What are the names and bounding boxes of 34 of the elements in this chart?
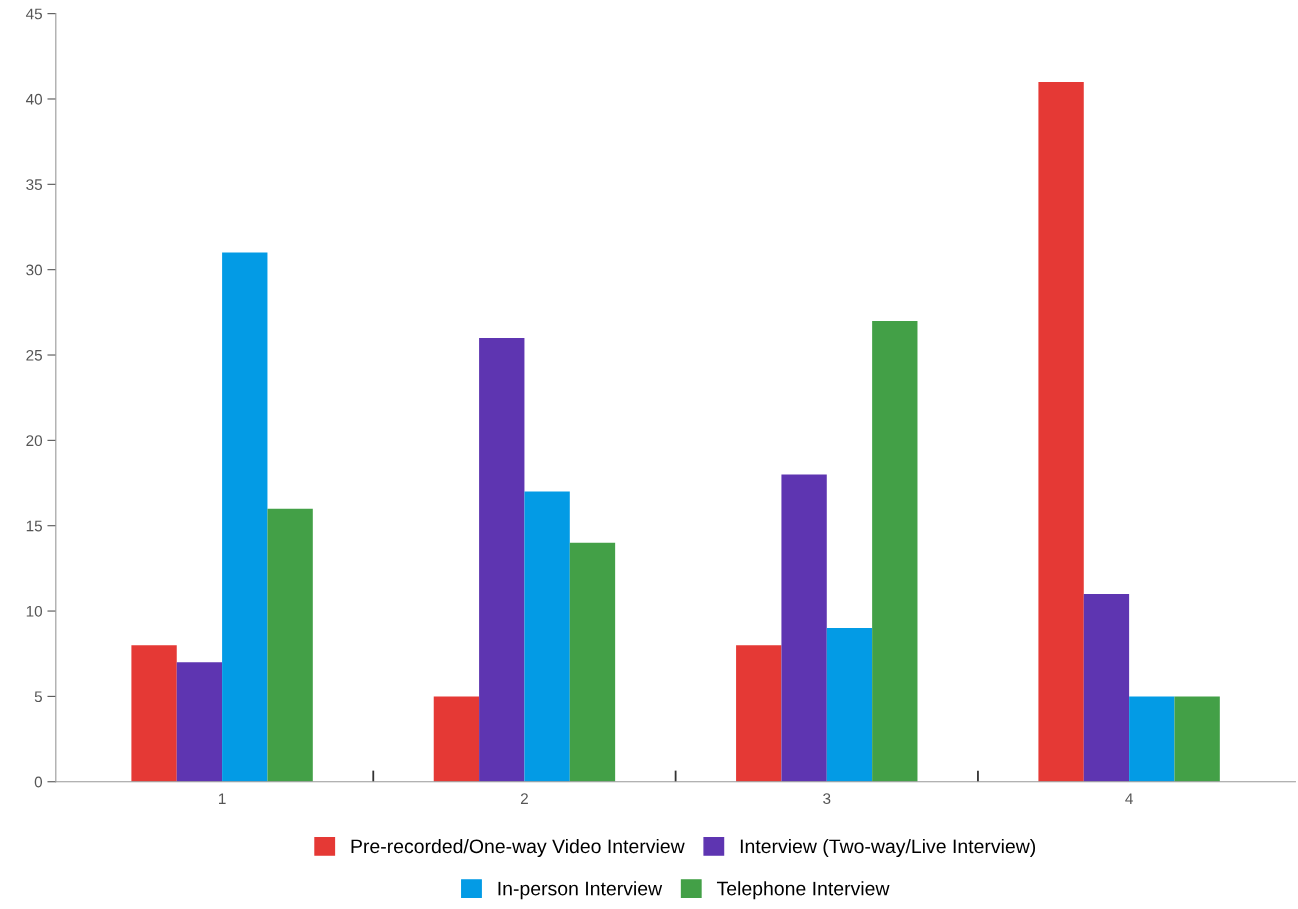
bar: [1083, 593, 1130, 782]
legend-label: Pre-recorded/One-way Video Interview: [351, 838, 685, 858]
y-tick-label: 20: [26, 435, 43, 447]
bar: [524, 491, 570, 782]
bar: [1129, 696, 1175, 782]
legend-label: In-person Interview: [498, 881, 663, 900]
bar: [781, 474, 827, 782]
bar: [826, 628, 873, 782]
legend-label: Telephone Interview: [716, 881, 890, 900]
bar: [176, 662, 223, 782]
bar: [1038, 81, 1084, 782]
bar: [433, 696, 480, 782]
y-tick-label: 30: [26, 264, 43, 276]
x-tick-label: 3: [823, 793, 831, 805]
bar: [267, 508, 313, 782]
legend-label: Interview (Two-way/Live Interview): [740, 838, 1036, 858]
y-tick-label: 5: [34, 691, 42, 703]
y-tick-label: 25: [26, 349, 42, 361]
y-tick-label: 15: [26, 520, 42, 532]
y-tick-label: 45: [25, 8, 42, 20]
x-tick-label: 4: [1125, 793, 1133, 804]
y-tick-label: 10: [26, 605, 43, 617]
bar: [131, 645, 177, 782]
y-tick-label: 0: [34, 776, 43, 788]
bar: [479, 337, 525, 782]
bar: [222, 252, 268, 782]
y-tick-label: 40: [25, 93, 43, 105]
bar: [736, 645, 782, 782]
y-tick-label: 35: [26, 179, 42, 191]
bar: [872, 320, 918, 782]
x-tick-label: 2: [520, 793, 528, 804]
x-tick-label: 1: [219, 793, 226, 804]
bar: [1174, 696, 1220, 782]
bar: [569, 542, 616, 782]
